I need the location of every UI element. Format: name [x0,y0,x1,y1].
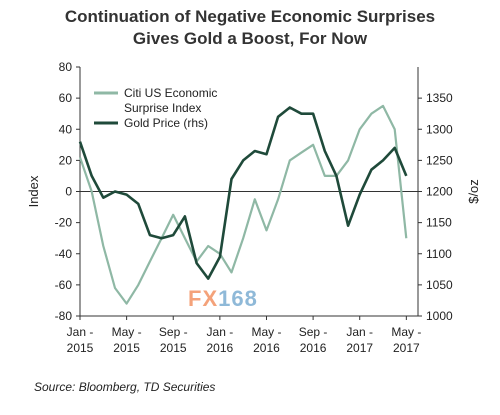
x-tick-label-month: May - [251,325,281,339]
x-tick-label-month: May - [391,325,421,339]
right-tick-label: 1350 [426,91,453,105]
x-tick-label-month: Jan - [346,325,373,339]
left-tick-label: -80 [55,309,73,323]
left-tick-label: -20 [55,216,73,230]
left-tick-label: -40 [55,247,73,261]
left-tick-label: 0 [65,185,72,199]
x-tick-label-month: Jan - [67,325,94,339]
x-tick-label-year: 2017 [393,341,420,355]
source-note: Source: Bloomberg, TD Securities [34,380,216,394]
left-tick-label: 80 [59,60,73,74]
legend-label-citi: Surprise Index [124,101,201,115]
series-lines-group [78,104,408,305]
x-tick-label-year: 2016 [300,341,327,355]
x-tick-label-month: Sep - [159,325,188,339]
right-tick-label: 1050 [426,278,453,292]
left-tick-label: -60 [55,278,73,292]
legend-label-citi: Citi US Economic [124,86,217,100]
x-tick-label-year: 2015 [67,341,94,355]
x-tick-label-month: Sep - [299,325,328,339]
right-tick-label: 1250 [426,153,453,167]
watermark-part2: 168 [218,286,258,311]
left-tick-label: 20 [59,153,73,167]
right-tick-label: 1150 [426,216,452,230]
x-tick-label-year: 2015 [160,341,187,355]
citi-surprise-line [78,104,408,305]
chart-title-line1: Continuation of Negative Economic Surpri… [64,7,436,26]
x-tick-label-year: 2017 [346,341,373,355]
left-tick-label: 40 [59,122,73,136]
watermark-logo: FX168 [188,286,258,312]
x-tick-label-year: 2016 [253,341,280,355]
legend-label-gold: Gold Price (rhs) [124,116,208,130]
x-tick-label-month: May - [112,325,142,339]
right-tick-label: 1000 [426,309,453,323]
right-tick-label: 1200 [426,185,453,199]
right-axis-title: $/oz [466,179,481,204]
watermark-part1: FX [188,286,219,311]
chart-title-line2: Gives Gold a Boost, For Now [132,29,368,48]
left-tick-label: 60 [59,91,73,105]
right-tick-label: 1300 [426,122,453,136]
x-tick-label-year: 2016 [207,341,234,355]
x-tick-label-year: 2015 [113,341,140,355]
x-tick-label-month: Jan - [207,325,234,339]
gold-price-line [78,106,408,280]
axes-group: 80 60 40 20 0 -20 -40 -60 -80 1350 1300 1250 1200 115… [26,60,481,355]
right-tick-label: 1100 [426,247,452,261]
left-axis-title: Index [26,175,41,207]
